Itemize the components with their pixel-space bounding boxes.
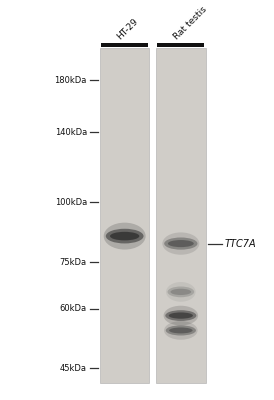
Ellipse shape (104, 223, 146, 250)
Ellipse shape (165, 310, 196, 321)
Ellipse shape (167, 286, 194, 297)
Ellipse shape (164, 238, 198, 250)
Ellipse shape (169, 328, 193, 333)
Text: HT-29: HT-29 (116, 17, 140, 42)
Text: 100kDa: 100kDa (55, 198, 87, 207)
Ellipse shape (164, 306, 198, 326)
Text: TTC7A: TTC7A (225, 238, 256, 248)
Text: 60kDa: 60kDa (60, 304, 87, 313)
Ellipse shape (164, 321, 198, 340)
Ellipse shape (166, 282, 196, 302)
Ellipse shape (166, 325, 196, 336)
Text: Rat testis: Rat testis (172, 5, 208, 42)
Ellipse shape (106, 229, 144, 244)
Text: 45kDa: 45kDa (60, 364, 87, 373)
Text: 75kDa: 75kDa (60, 258, 87, 267)
Ellipse shape (162, 232, 199, 255)
Ellipse shape (169, 312, 193, 319)
Ellipse shape (170, 289, 191, 295)
Text: 140kDa: 140kDa (55, 128, 87, 137)
Bar (156, 48, 206, 383)
Bar (101, 43, 148, 47)
Bar (157, 43, 204, 47)
Bar (100, 48, 149, 383)
Ellipse shape (168, 240, 194, 247)
Text: 180kDa: 180kDa (55, 76, 87, 84)
Ellipse shape (110, 232, 139, 240)
